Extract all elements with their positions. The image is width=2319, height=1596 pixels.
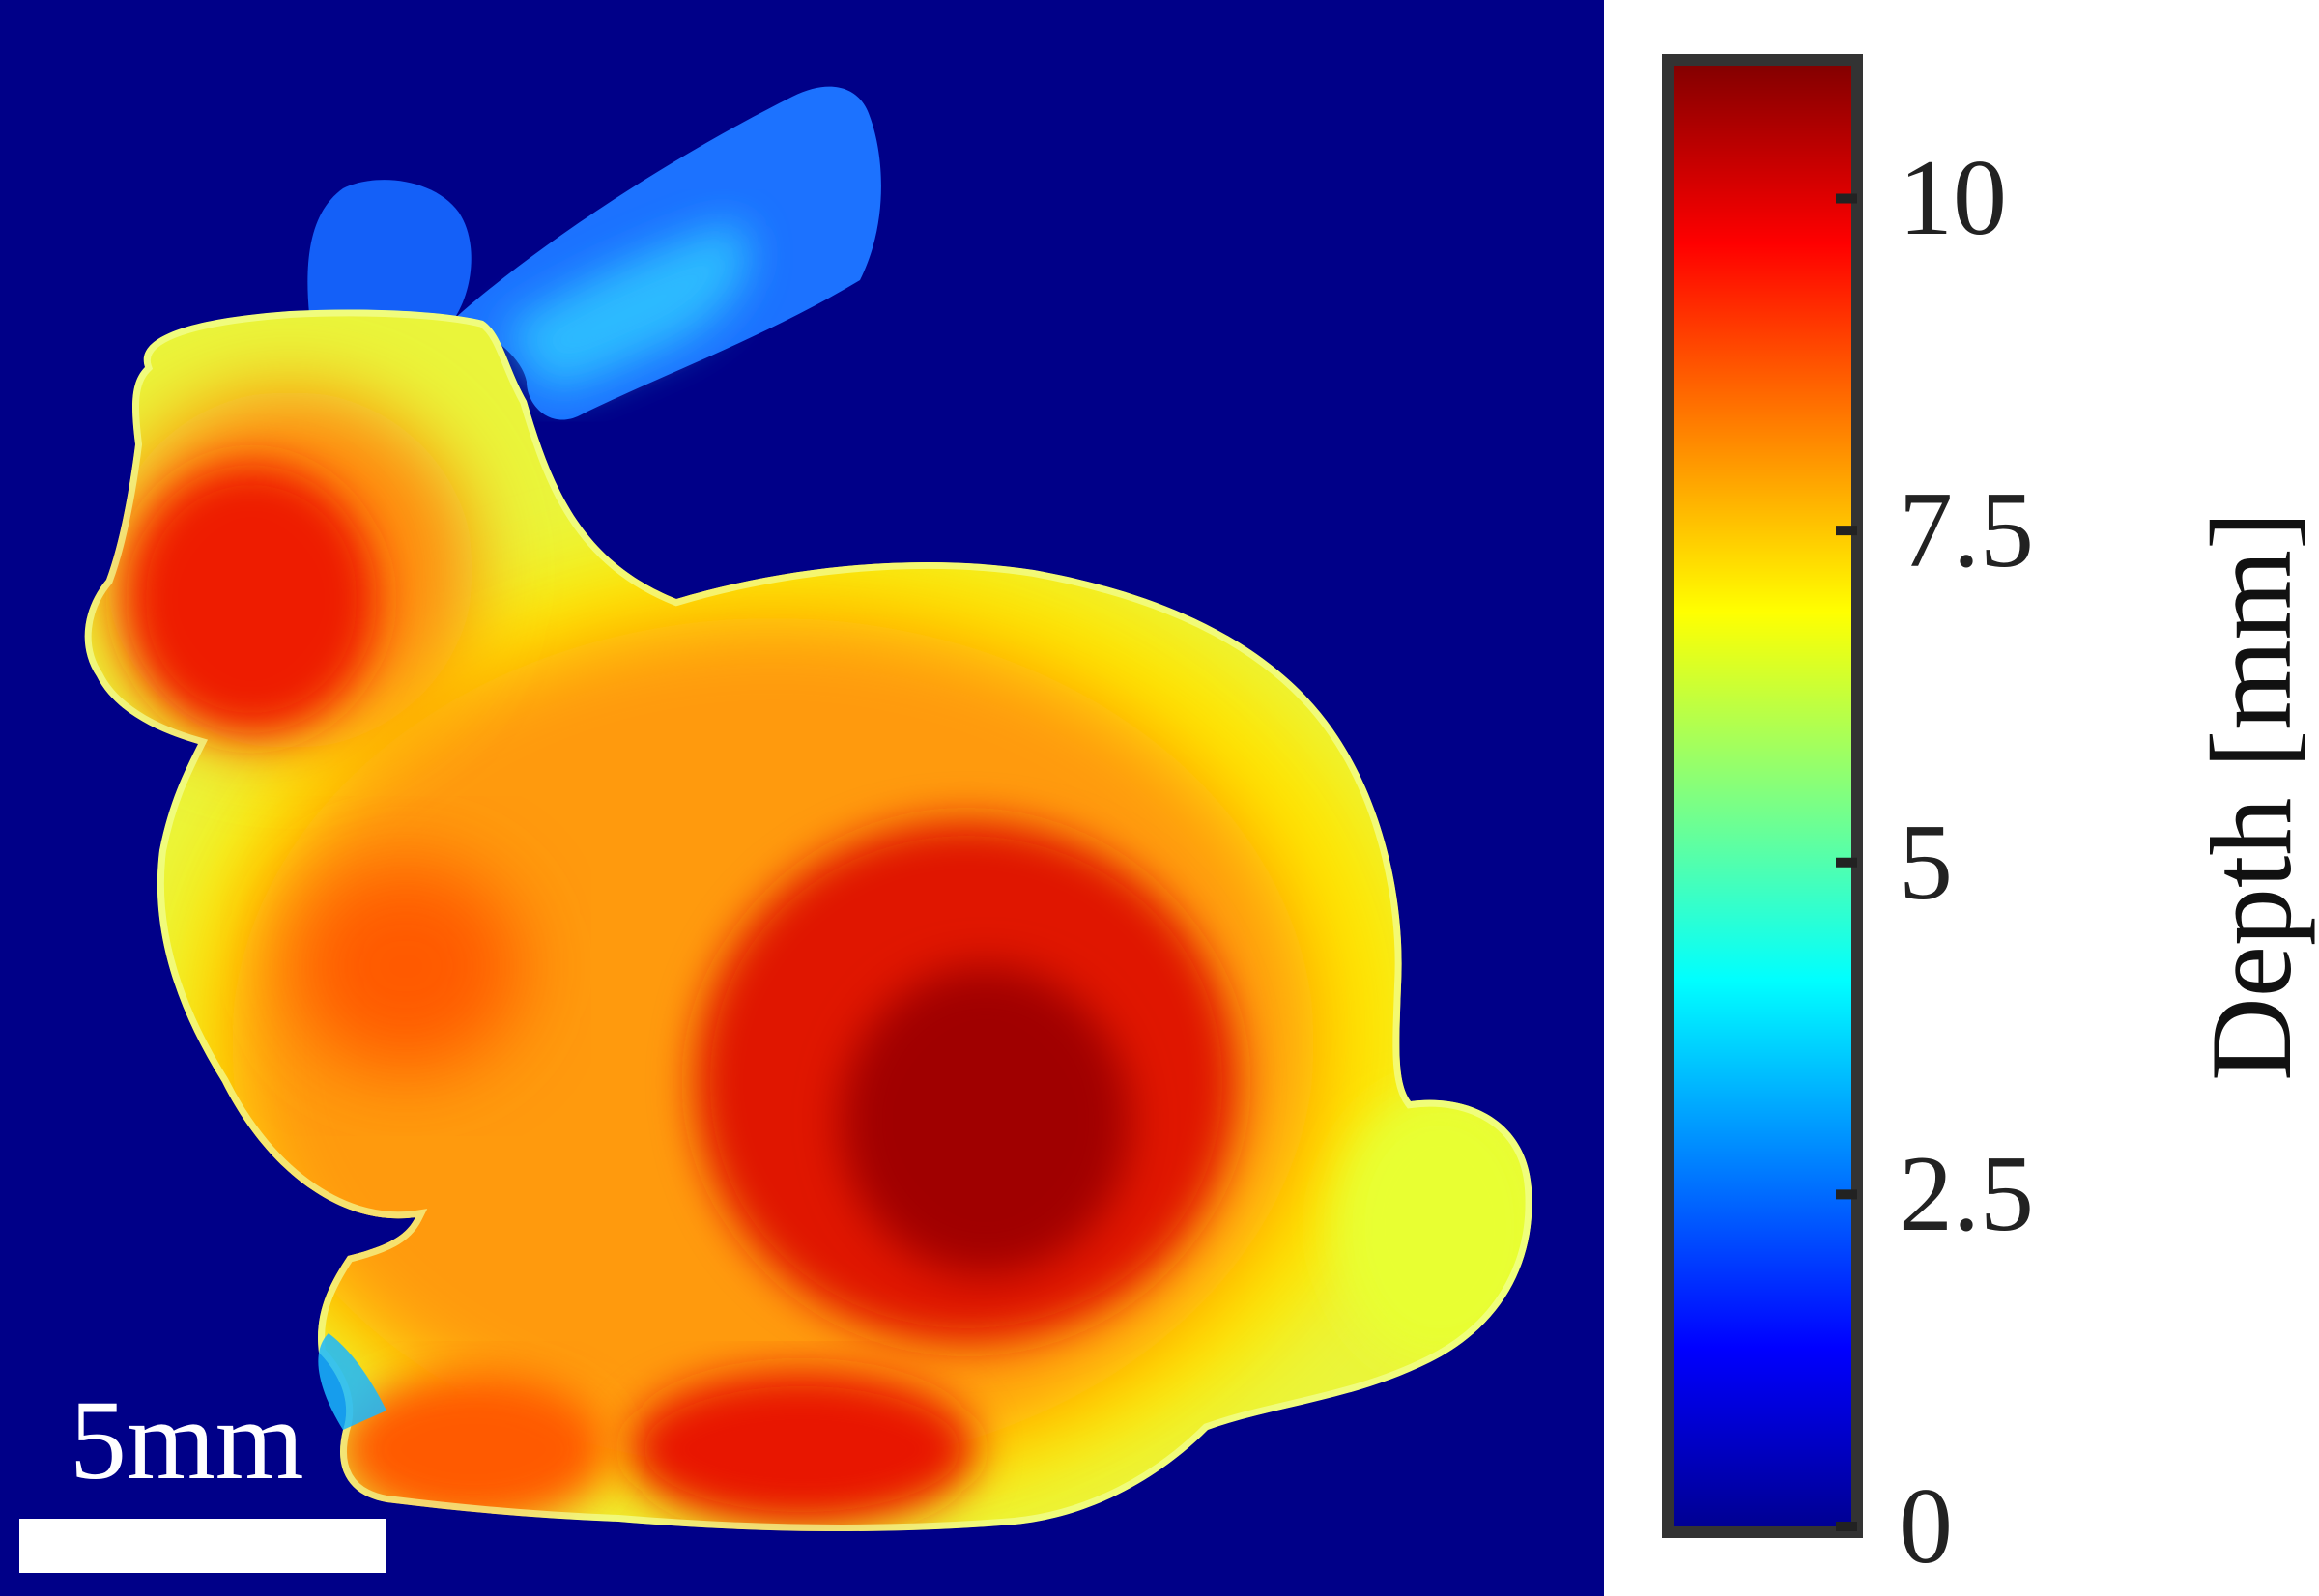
- colorbar-tick-label: 10: [1899, 138, 2007, 259]
- depth-map-image: [0, 0, 1604, 1596]
- bunny-rim-glow: [84, 309, 1532, 1532]
- colorbar-axis-label: Depth [mm]: [2187, 511, 2315, 1081]
- bunny-ear-front: [307, 180, 472, 319]
- bunny-ear-back-highlight: [502, 222, 750, 388]
- depth-zone-haunch-core: [841, 966, 1131, 1275]
- colorbar-tick-label: 0: [1899, 1467, 1953, 1586]
- depth-zone-cheek: [290, 860, 522, 1072]
- colorbar-tick-label: 7.5: [1899, 470, 2034, 591]
- depth-zone-foot-front: [338, 1372, 609, 1526]
- colorbar-gradient: [1662, 54, 1863, 1538]
- colorbar-tick-label: 5: [1899, 802, 1953, 923]
- bunny-ears: [307, 86, 881, 420]
- depth-zone-tail: [1333, 1092, 1532, 1362]
- scale-bar: [19, 1519, 386, 1573]
- colorbar-tick-label: 2.5: [1899, 1134, 2034, 1255]
- depth-zone-head-red: [126, 464, 377, 734]
- colorbar: [1662, 54, 1863, 1538]
- bunny-front-paw: [318, 1333, 386, 1430]
- colorbar-ticks: [1836, 193, 1857, 1531]
- scale-bar-label: 5mm: [70, 1377, 304, 1503]
- depth-zone-foot-back: [628, 1372, 976, 1526]
